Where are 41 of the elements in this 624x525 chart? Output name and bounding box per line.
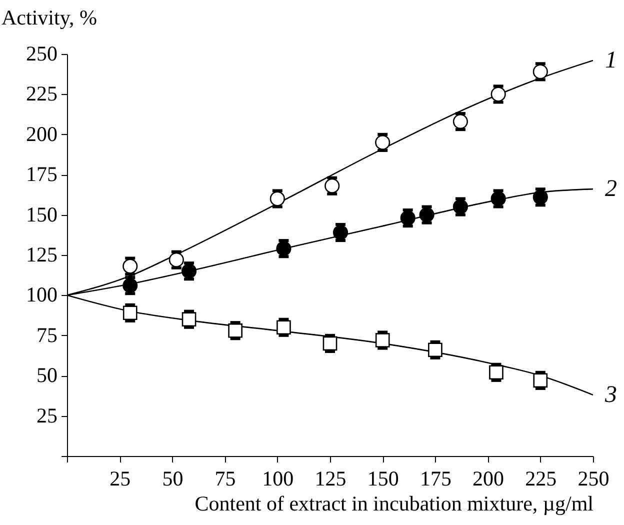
x-tick-label: 150 [367, 466, 399, 490]
point [182, 312, 196, 326]
series-label: 2 [605, 176, 617, 202]
y-tick-label: 175 [26, 162, 58, 186]
point [375, 134, 390, 150]
x-tick-label: 175 [420, 466, 452, 490]
point [489, 365, 504, 380]
point [452, 199, 468, 214]
point [332, 224, 348, 240]
x-tick-label: 225 [525, 466, 557, 490]
point [428, 342, 442, 358]
point [490, 191, 506, 206]
series-label: 1 [605, 47, 617, 74]
x-tick-label: 25 [110, 466, 131, 490]
point [228, 323, 242, 338]
y-tick-label: 150 [26, 202, 58, 226]
point [181, 264, 197, 279]
series-label: 3 [604, 382, 617, 408]
y-tick-label: 50 [36, 363, 58, 388]
y-tick-label: 225 [26, 82, 58, 106]
x-tick-label: 125 [314, 466, 346, 490]
point [322, 336, 338, 351]
x-tick-label: 250 [578, 466, 610, 490]
point [270, 191, 285, 206]
x-tick-label: 100 [262, 466, 294, 490]
y-tick-label: 25 [36, 403, 58, 428]
point [276, 320, 291, 335]
y-axis-title: Activity, % [2, 6, 97, 30]
point [490, 86, 506, 102]
point [375, 333, 390, 348]
y-tick-label: 250 [26, 42, 58, 66]
point [419, 207, 434, 222]
x-axis-title: Content of extract in incubation mixture, µg/ml [194, 492, 594, 516]
point [168, 252, 184, 268]
y-tick-label: 100 [26, 282, 58, 307]
y-tick-label: 125 [26, 242, 58, 266]
y-tick-label: 75 [36, 322, 58, 347]
x-tick-label: 50 [162, 466, 184, 490]
y-tick-label: 200 [26, 122, 58, 146]
x-tick-label: 200 [472, 466, 504, 490]
x-tick-label: 75 [214, 466, 236, 490]
